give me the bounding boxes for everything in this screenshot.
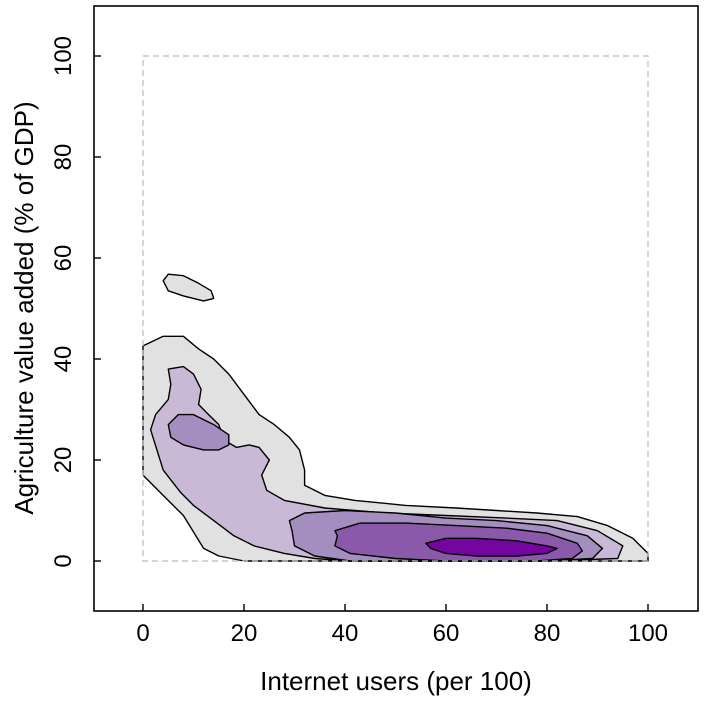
x-tick-label: 40 (332, 620, 359, 647)
contour-layer (142, 273, 649, 562)
y-tick-label: 0 (50, 554, 77, 567)
y-tick-label: 100 (50, 36, 77, 76)
x-tick-label: 20 (231, 620, 258, 647)
density-contour-level-1-region-2 (162, 273, 215, 302)
density-contour-level-3-region-1 (167, 413, 230, 451)
x-tick-label: 100 (628, 620, 668, 647)
density-contour-level-5-region-1 (425, 537, 558, 557)
y-tick-label: 80 (50, 144, 77, 171)
x-axis: 0 20 40 60 80 100 (136, 604, 668, 647)
data-bounds-box (142, 55, 649, 562)
x-tick-label: 80 (534, 620, 561, 647)
x-tick-label: 60 (433, 620, 460, 647)
y-tick-label: 40 (50, 346, 77, 373)
plot-frame (93, 5, 699, 612)
y-axis-title: Agriculture value added (% of GDP) (9, 101, 39, 514)
y-axis: 0 20 40 60 80 100 (50, 36, 101, 568)
x-axis-title: Internet users (per 100) (260, 666, 532, 696)
y-tick-label: 20 (50, 447, 77, 474)
x-tick-label: 0 (136, 620, 149, 647)
y-tick-label: 60 (50, 245, 77, 272)
